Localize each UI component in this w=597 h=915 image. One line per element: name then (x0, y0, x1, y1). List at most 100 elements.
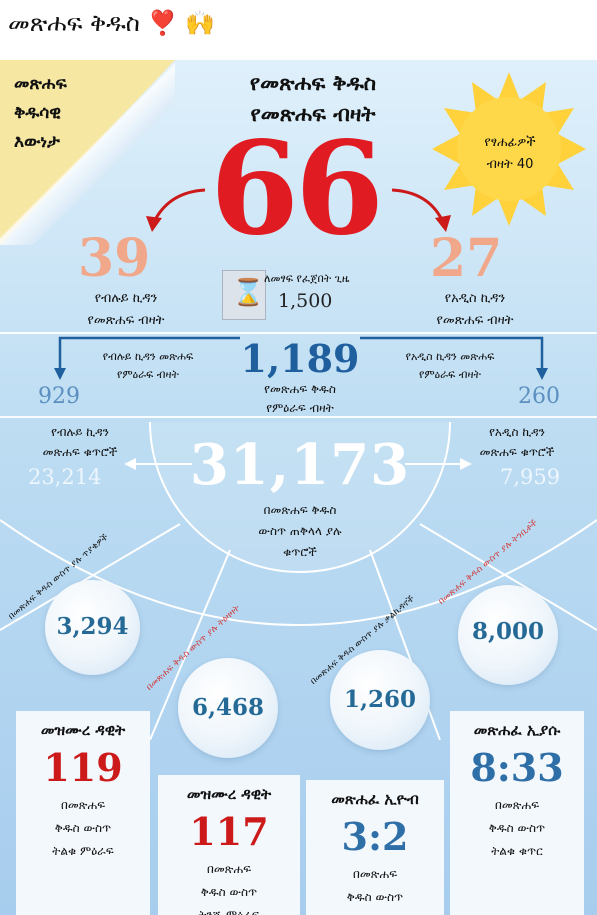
divider (0, 416, 597, 418)
old-testament-books-number: 39 (78, 228, 151, 289)
card-number: 117 (189, 809, 269, 854)
new-chapters-number: 260 (518, 384, 560, 409)
card-line: በመጽሐፍ (206, 862, 252, 876)
label-line: በመጽሐፍ ቅዱስ (263, 503, 337, 517)
label-line: የምዕራፍ ብዛት (117, 368, 179, 381)
new-chapters-label: የአዲስ ኪዳን መጽሐፍ የምዕራፍ ብዛት (370, 348, 530, 384)
label-line: የብሉይ ኪዳን (94, 291, 158, 306)
label-line: የብሉይ ኪዳን መጽሐፍ (102, 350, 194, 363)
card-line: ትንሹ ቁጥር (306, 909, 444, 915)
authors-line: የፃሐፊዎች (484, 135, 536, 150)
card-title: መጽሐፈ ኢያሱ (473, 721, 561, 739)
card-description: በመጽሐፍ ቅዱስ ውስጥ ትንሹ ምዕራፍ (158, 858, 300, 915)
verse-arrow-head-old (124, 458, 136, 470)
card-line: ትልቁ ምዕራፍ (52, 844, 114, 858)
label-line: ውስጥ ጠቅላላ ያሉ (258, 524, 342, 538)
corner-line: እውነታ (14, 132, 60, 152)
total-verses-label: በመጽሐፍ ቅዱስ ውስጥ ጠቅላላ ያሉ ቁጥሮች (230, 500, 370, 563)
new-testament-books-label: የአዲስ ኪዳን የመጽሐፍ ብዛት (395, 288, 555, 332)
label-line: የአዲስ ኪዳን (489, 425, 545, 439)
raised-hands-icon: 🙌 (185, 9, 215, 37)
writing-time-value: 1,500 (278, 290, 333, 312)
old-verses-label: የብሉይ ኪዳን መጽሐፍ ቁጥሮች (20, 422, 140, 462)
chapter-arrow-head-new (536, 368, 548, 380)
sun-core (457, 97, 561, 201)
card-line: ቅዱስ ውስጥ (346, 890, 404, 904)
authors-line: ብዛት 40 (486, 157, 534, 172)
corner-line: መጽሐፍ (14, 74, 67, 94)
label-line: የመጽሐፍ ቅዱስ (264, 382, 336, 396)
prophecies-number: 8,000 (471, 618, 545, 645)
old-testament-books-label: የብሉይ ኪዳን የመጽሐፍ ብዛት (46, 288, 206, 332)
arrow-to-new (391, 188, 444, 221)
poster-title-line: የመጽሐፍ ቅዱስ (249, 71, 377, 95)
prophecies-bubble (458, 585, 558, 685)
label-line: የምዕራፍ ብዛት (419, 368, 481, 381)
arrow-head-new (435, 215, 451, 232)
poster-title: የመጽሐፍ ቅዱስ የመጽሐፍ ብዛት (198, 68, 428, 130)
old-chapters-number: 929 (38, 384, 80, 409)
total-chapters-label: የመጽሐፍ ቅዱስ የምዕራፍ ብዛት (220, 380, 380, 418)
divider (0, 332, 597, 334)
verse-arrow-head-new (460, 458, 472, 470)
chapter-arrow-old (58, 336, 240, 370)
promises-bubble (330, 650, 430, 750)
card-title: መዝሙረ ዳዊት (186, 785, 272, 803)
card-title: መጽሐፈ ኢዮብ (331, 790, 419, 808)
poster-title-line: የመጽሐፍ ብዛት (250, 102, 376, 126)
new-verses-number: 7,959 (500, 465, 561, 489)
verse-fan-graphic (0, 421, 597, 740)
fan-ray (419, 523, 597, 631)
label-line: የምዕራፍ ብዛት (266, 401, 334, 415)
old-verses-number: 23,214 (28, 465, 102, 489)
card-description: በመጽሐፍ ቅዱስ ውስጥ ትልቁ ቁጥር (450, 794, 584, 863)
card-line: በመጽሐፍ (494, 798, 540, 812)
label-line: መጽሐፍ ቁጥሮች (479, 445, 555, 459)
longest-verse-card: መጽሐፈ ኢያሱ 8:33 በመጽሐፍ ቅዱስ ውስጥ ትልቁ ቁጥር (450, 711, 584, 915)
card-title: መዝሙረ ዳዊት (40, 721, 126, 739)
card-line: በመጽሐፍ (60, 798, 106, 812)
label-line: ቁጥሮች (283, 545, 317, 559)
corner-title: መጽሐፍ ቅዱሳዊ እውነታ (14, 70, 67, 157)
heart-icon: ❣️ (147, 9, 178, 37)
label-line: የመጽሐፍ ብዛት (436, 313, 514, 328)
label-line: የብሉይ ኪዳን (51, 425, 109, 439)
writing-time-label: ለመፃፍ የፈጀበት ጊዜ (264, 272, 350, 285)
card-description: በመጽሐፍ ቅዱስ ውስጥ ትንሹ ቁጥር (306, 863, 444, 915)
shortest-verse-card: መጽሐፈ ኢዮብ 3:2 በመጽሐፍ ቅዱስ ውስጥ ትንሹ ቁጥር (306, 780, 444, 915)
commandments-bubble (178, 658, 278, 758)
card-number: 3:2 (341, 814, 409, 859)
fan-ray (149, 549, 231, 740)
card-line: ትልቁ ቁጥር (491, 844, 543, 858)
questions-bubble (45, 580, 140, 675)
post-header: መጽሐፍ ቅዱስ ❣️ 🙌 (0, 0, 597, 52)
corner-line: ቅዱሳዊ (14, 103, 61, 123)
sun-badge (432, 72, 586, 226)
card-line: ቅዱስ ውስጥ (488, 821, 546, 835)
shortest-chapter-card: መዝሙረ ዳዊት 117 በመጽሐፍ ቅዱስ ውስጥ ትንሹ ምዕራፍ (158, 775, 300, 915)
commandments-number: 6,468 (191, 694, 265, 721)
fan-inner-arc (149, 421, 451, 573)
book-split-arrows (146, 188, 451, 232)
card-line: በመጽሐፍ (352, 867, 398, 881)
post-title: መጽሐፍ ቅዱስ ❣️ 🙌 (8, 9, 215, 37)
hourglass-icon: ⌛ (232, 278, 265, 308)
card-line: ቅዱስ ውስጥ (54, 821, 112, 835)
bible-infographic[interactable]: መጽሐፍ ቅዱሳዊ እውነታ የመጽሐፍ ቅዱስ የመጽሐፍ ብዛት የፃሐፊዎ… (0, 60, 597, 915)
card-description: በመጽሐፍ ቅዱስ ውስጥ ትልቁ ምዕራፍ (16, 794, 150, 863)
new-testament-books-number: 27 (430, 228, 503, 289)
chapter-arrow-new (360, 336, 544, 370)
promises-number: 1,260 (343, 686, 417, 713)
card-number: 119 (43, 745, 123, 790)
questions-number: 3,294 (56, 613, 129, 640)
card-number: 8:33 (470, 745, 564, 790)
arrow-head-old (146, 216, 162, 232)
old-chapters-label: የብሉይ ኪዳን መጽሐፍ የምዕራፍ ብዛት (68, 348, 228, 384)
card-line: ቅዱስ ውስጥ (200, 885, 258, 899)
arrow-to-old (153, 188, 206, 221)
label-line: የመጽሐፍ ብዛት (87, 313, 165, 328)
new-verses-label: የአዲስ ኪዳን መጽሐፍ ቁጥሮች (452, 422, 582, 462)
chapter-arrows (54, 336, 548, 380)
longest-chapter-card: መዝሙረ ዳዊት 119 በመጽሐፍ ቅዱስ ውስጥ ትልቁ ምዕራፍ (16, 711, 150, 915)
authors-count-label: የፃሐፊዎች ብዛት 40 (458, 132, 562, 176)
